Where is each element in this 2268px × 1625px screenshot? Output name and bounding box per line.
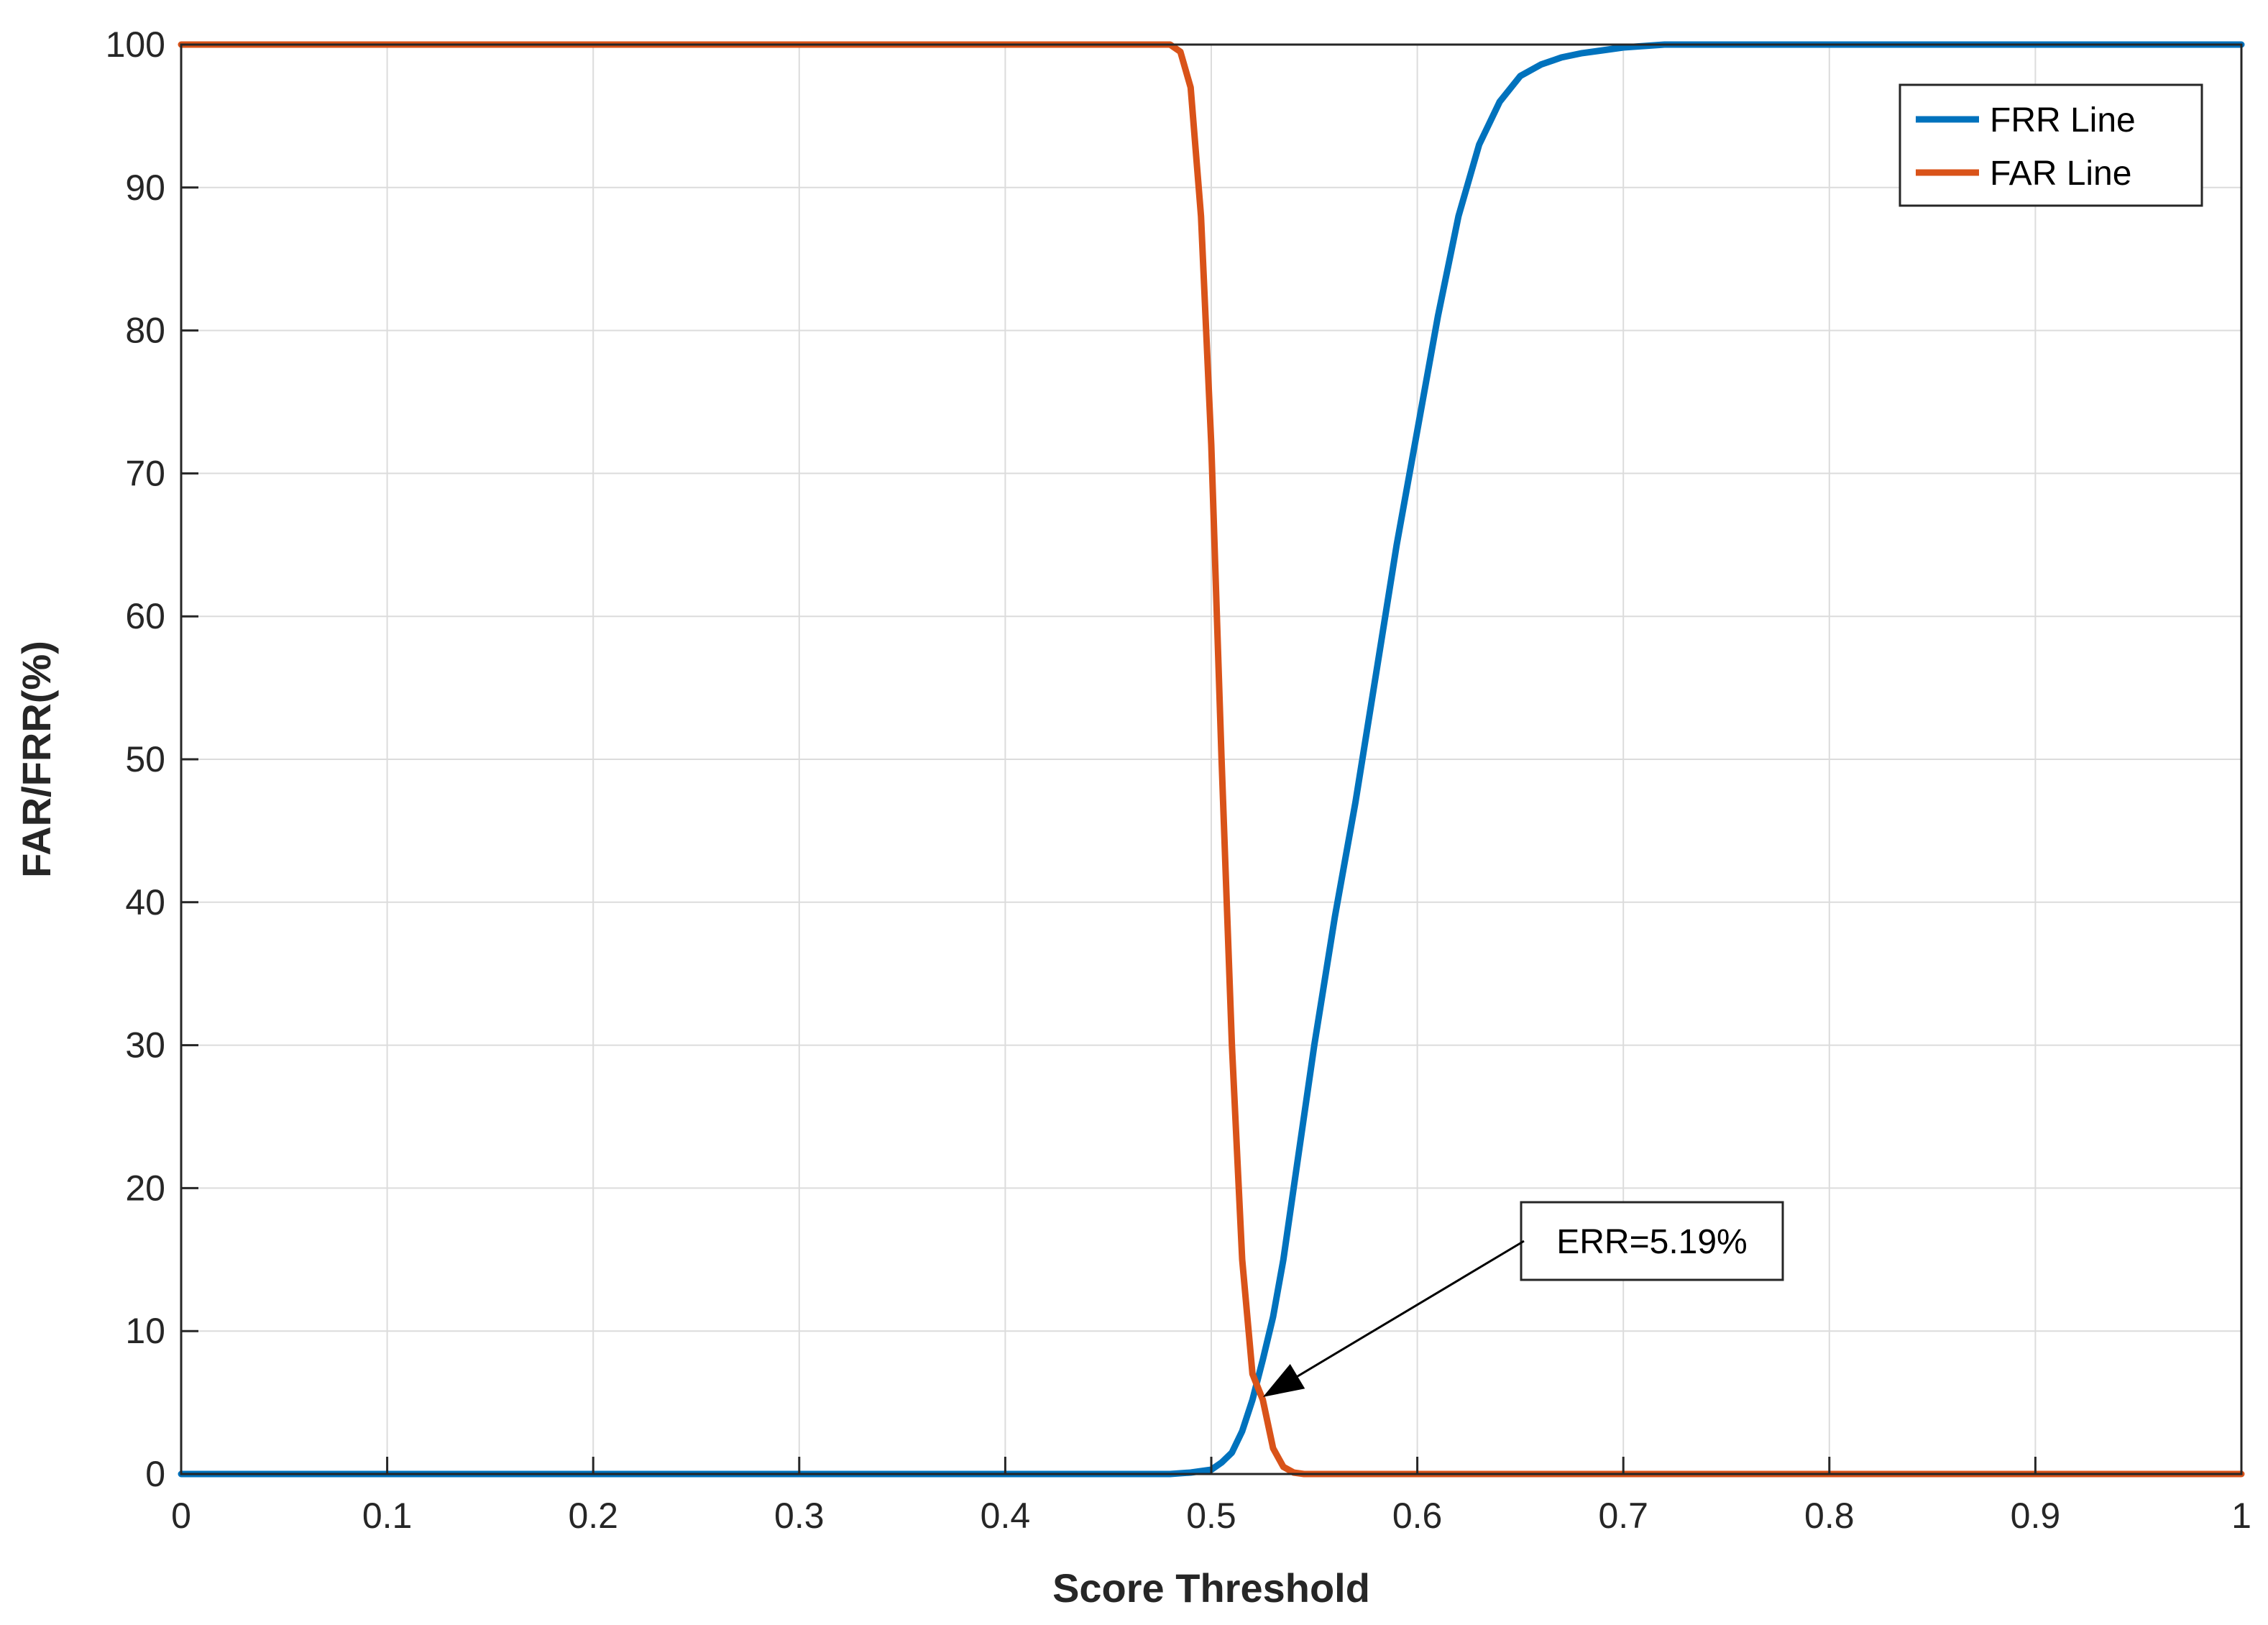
x-tick-label: 0.7: [1598, 1496, 1648, 1536]
ticks: 0 0.1 0.2 0.3 0.4 0.5 0.6 0.7 0.8 0.9 101020304050…: [106, 24, 2251, 1536]
y-tick-label: 90: [125, 168, 165, 208]
legend: FRR Line FAR Line: [1899, 83, 2203, 207]
x-tick-label: 0.2: [568, 1496, 618, 1536]
err-annotation: ERR=5.19%: [1262, 1201, 1784, 1397]
legend-label: FAR Line: [1990, 155, 2131, 193]
annotation-label: ERR=5.19%: [1556, 1223, 1747, 1261]
annotation-arrow-line: [1297, 1240, 1525, 1378]
y-tick-label: 70: [125, 453, 165, 493]
x-tick-label: 0.6: [1392, 1496, 1443, 1536]
x-axis-label: Score Threshold: [1052, 1565, 1370, 1611]
x-tick-label: 0.1: [362, 1496, 413, 1536]
x-tick-label: 1: [2231, 1496, 2251, 1536]
series-line-far-line: [178, 41, 2245, 1478]
legend-label: FRR Line: [1990, 101, 2136, 139]
x-tick-label: 0.8: [1804, 1496, 1855, 1536]
x-tick-label: 0: [171, 1496, 191, 1536]
y-tick-label: 60: [125, 596, 165, 636]
annotation-arrow-head: [1262, 1363, 1305, 1397]
y-tick-label: 10: [125, 1311, 165, 1351]
x-tick-label: 0.4: [981, 1496, 1031, 1536]
y-tick-label: 100: [106, 24, 165, 65]
series-group: [178, 41, 2245, 1478]
y-tick-label: 30: [125, 1025, 165, 1066]
x-tick-label: 0.3: [774, 1496, 825, 1536]
y-axis-label: FAR/FRR(%): [14, 641, 59, 878]
y-tick-label: 0: [145, 1454, 165, 1494]
legend-box: [1899, 83, 2203, 207]
y-tick-label: 40: [125, 882, 165, 923]
y-tick-label: 50: [125, 739, 165, 779]
series-line-frr-line: [178, 41, 2245, 1478]
y-tick-label: 80: [125, 311, 165, 351]
y-tick-label: 20: [125, 1168, 165, 1208]
annotation-box: [1520, 1201, 1784, 1281]
x-tick-label: 0.5: [1186, 1496, 1236, 1536]
x-tick-label: 0.9: [2011, 1496, 2061, 1536]
